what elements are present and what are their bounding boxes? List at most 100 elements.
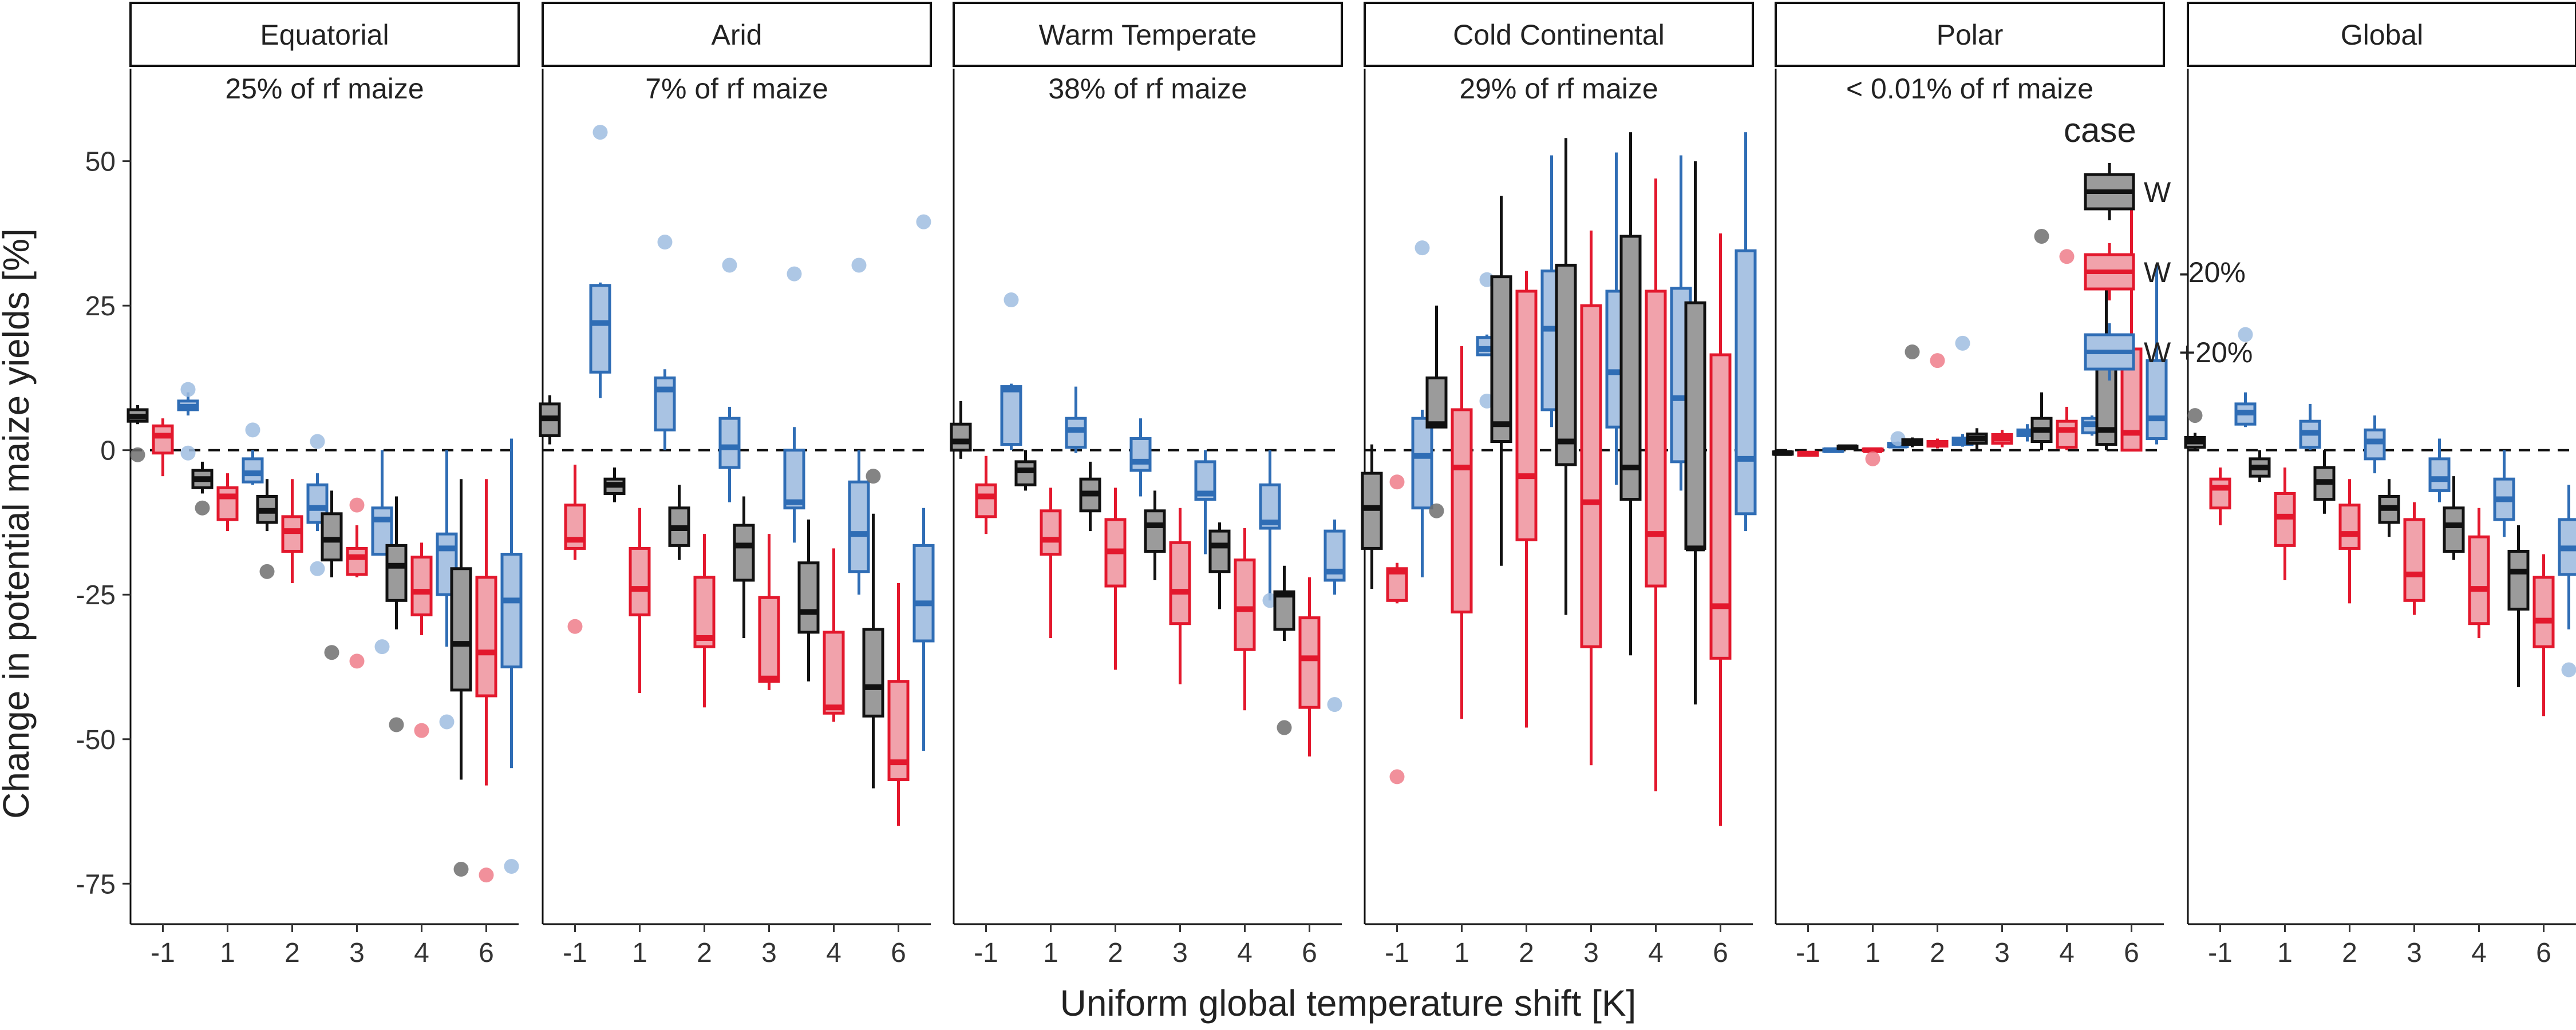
x-tick-label: 3: [349, 938, 365, 968]
panel-title: Arid: [712, 19, 762, 51]
panel-global: Global -1 1 2 3 4 6: [2184, 2, 2576, 968]
outlier-point: [324, 645, 339, 660]
box-w-20-cold-continental-6: [1735, 132, 1757, 532]
x-axis-title: Uniform global temperature shift [K]: [1060, 983, 1637, 1024]
box-w-20-arid-1: [654, 235, 676, 450]
x-tick-label: 2: [1519, 938, 1534, 968]
box-w-20-arid-2: [693, 534, 716, 708]
box-w-warm-temperate-3: [1144, 490, 1166, 580]
box-w-20-equatorial-3: [346, 497, 368, 669]
box-body: [475, 576, 497, 698]
x-tick-label: 3: [761, 938, 777, 968]
box-body: [346, 546, 368, 576]
box-w-warm-temperate-1: [1014, 450, 1037, 491]
outlier-point: [310, 561, 325, 576]
outlier-point: [310, 434, 325, 449]
box-body: [1208, 529, 1231, 573]
legend-entry-w-20: W +20%: [2084, 323, 2253, 381]
box-w-cold-continental-1: [1425, 306, 1448, 518]
box-w-20-global-6: [2558, 485, 2576, 678]
box-w-20-arid-6: [887, 583, 910, 826]
x-tick-label: -1: [974, 938, 998, 968]
x-tick-label: 2: [2342, 938, 2357, 968]
x-tick-label: 4: [414, 938, 429, 968]
box-body: [1619, 235, 1642, 501]
outlier-point: [504, 858, 519, 874]
x-tick-label: 2: [1930, 938, 1945, 968]
box-body: [281, 515, 303, 553]
box-w-polar-3: [1966, 428, 1988, 450]
box-w-20-arid-6: [912, 214, 935, 751]
box-w-20-warm-temperate-1: [1000, 292, 1022, 450]
x-tick-label: -1: [2208, 938, 2233, 968]
box-w-20-equatorial-4: [410, 542, 433, 738]
x-tick-label: 3: [1994, 938, 2010, 968]
box-w-20-equatorial-2: [281, 479, 303, 584]
box-w-20-global-1: [2274, 467, 2296, 580]
y-tick-label: -50: [76, 725, 116, 755]
outlier-point: [130, 447, 145, 462]
panel-subtitle: 7% of rf maize: [645, 73, 828, 105]
outlier-point: [2187, 408, 2203, 423]
box-w-20-equatorial-1: [177, 382, 199, 461]
panel-title: Equatorial: [260, 19, 389, 51]
box-body: [1451, 408, 1473, 614]
panel-title: Cold Continental: [1453, 19, 1665, 51]
box-body: [1361, 472, 1383, 550]
box-body: [1684, 301, 1706, 550]
box-body: [975, 483, 997, 518]
box-w-equatorial-4: [385, 496, 408, 732]
panel-equatorial: Equatorial 25% of rf maize -1 1 2 3 4 6: [127, 2, 523, 968]
box-body: [1129, 437, 1152, 472]
outlier-point: [479, 867, 494, 883]
box-w-20-warm-temperate-3: [1169, 508, 1191, 684]
box-w-20-polar-6: [2146, 265, 2168, 445]
box-w-arid-4: [797, 519, 820, 682]
y-axis: 50 25 0 -25 -50 -75: [76, 147, 131, 900]
box-body: [950, 422, 972, 452]
box-w-20-warm-temperate-2: [1129, 418, 1152, 497]
box-w-20-global-3: [2403, 502, 2425, 615]
box-w-20-warm-temperate-6: [1298, 577, 1321, 757]
outlier-point: [1277, 720, 1292, 735]
box-w-20-warm-temperate-4: [1259, 450, 1281, 608]
box-w-20-cold-continental-1: [1451, 346, 1473, 719]
box-body: [589, 284, 611, 374]
outlier-point: [1389, 474, 1405, 490]
box-body: [1411, 417, 1433, 510]
box-w-20-cold-continental-1: [1411, 240, 1433, 577]
panel-subtitle: 38% of rf maize: [1048, 73, 1247, 105]
box-w-20-polar-6: [2120, 207, 2143, 452]
box-body: [654, 376, 676, 431]
outlier-point: [2561, 662, 2576, 678]
outlier-point: [1955, 335, 1970, 351]
box-w-global-2: [2313, 450, 2336, 514]
box-w-20-equatorial-4: [436, 450, 458, 730]
box-w-cold-continental-1: [1361, 444, 1383, 589]
panel-subtitle: < 0.01% of rf maize: [1846, 73, 2093, 105]
box-w-global-3: [2378, 479, 2400, 537]
outlier-point: [1389, 769, 1405, 785]
panel-strip: [1364, 2, 1754, 67]
panel-subtitle: 25% of rf maize: [225, 73, 424, 105]
outlier-point: [592, 125, 608, 140]
box-body: [693, 576, 716, 648]
box-w-arid-6: [862, 469, 884, 789]
x-tick-label: 1: [220, 938, 235, 968]
legend-entry-w: W: [2084, 163, 2171, 220]
box-w-20-global-1: [2299, 403, 2321, 450]
legend-label: W +20%: [2144, 336, 2253, 369]
outlier-point: [414, 723, 429, 738]
box-w-20-global-6: [2532, 554, 2555, 716]
box-body: [1298, 616, 1321, 709]
box-w-20-arid-2: [718, 258, 741, 502]
box-w-20-global-2: [2364, 415, 2386, 474]
box-w-warm-temperate-6: [1273, 565, 1295, 735]
box-w-20-equatorial-2: [306, 434, 329, 576]
box-body: [216, 486, 239, 521]
y-tick-label: -25: [76, 580, 116, 611]
panel-strip: [2187, 2, 2576, 67]
outlier-point: [567, 619, 583, 634]
box-body: [1735, 249, 1757, 516]
